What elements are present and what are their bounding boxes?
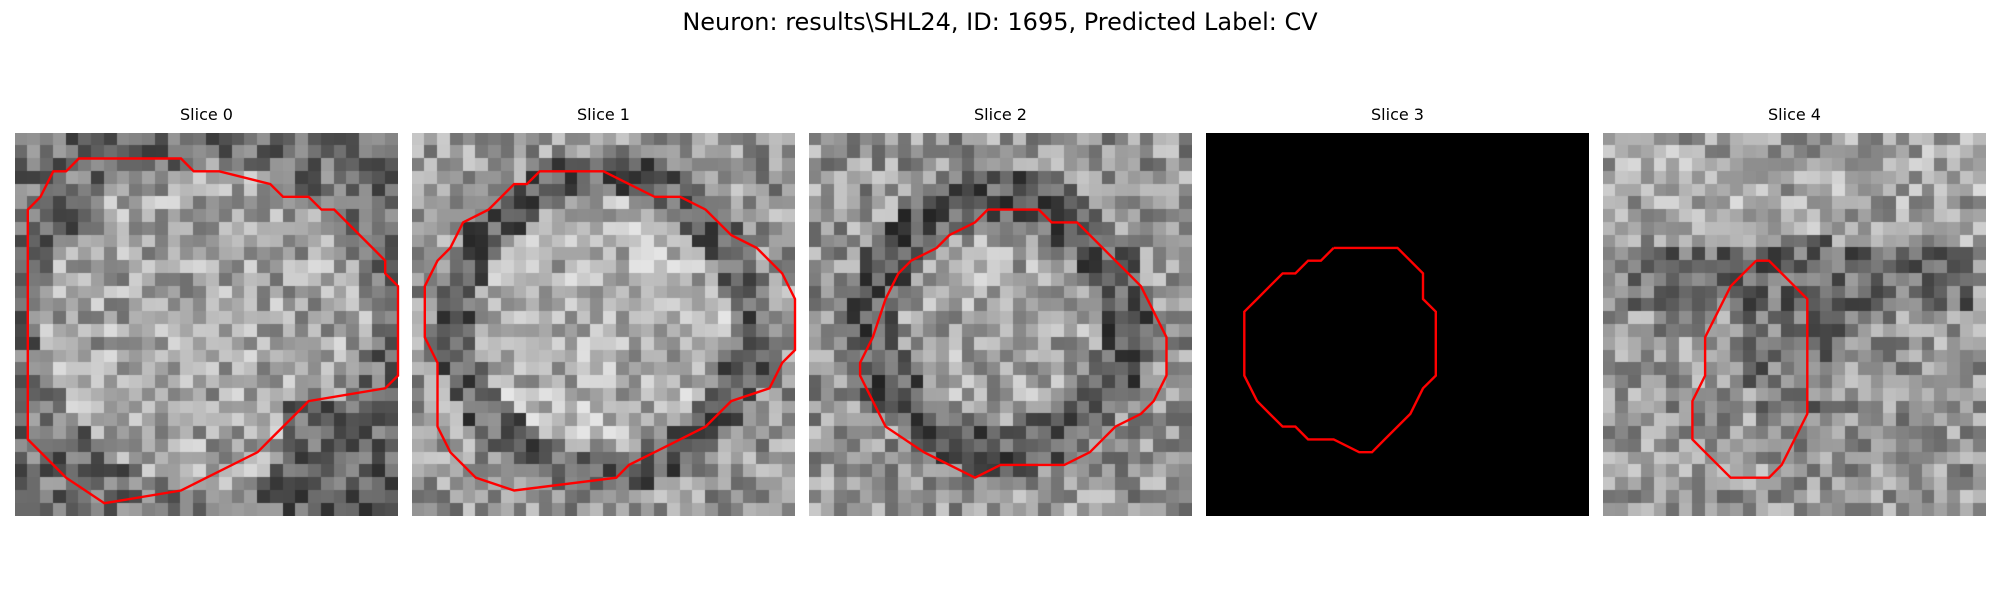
figure-title: Neuron: results\SHL24, ID: 1695, Predict…: [682, 8, 1318, 36]
contour-line: [423, 170, 797, 492]
slice-panel-2: Slice 2: [809, 105, 1192, 525]
slice-contour-0: [26, 157, 400, 505]
slice-panel-4: Slice 4: [1603, 105, 1986, 525]
slice-contour-2: [858, 208, 1168, 480]
slice-panel-0: Slice 0: [15, 105, 400, 525]
contour-line: [858, 208, 1168, 480]
slice-title-4: Slice 4: [1768, 105, 1821, 124]
slice-contour-1: [423, 170, 797, 492]
contour-line: [26, 157, 400, 505]
slice-title-1: Slice 1: [577, 105, 630, 124]
contour-line: [1243, 246, 1438, 454]
slice-image-1: [412, 133, 795, 516]
slice-title-0: Slice 0: [180, 105, 233, 124]
contour-line: [1691, 259, 1809, 479]
slice-contour-3: [1243, 246, 1438, 454]
slice-image-0: [15, 133, 398, 516]
slice-panel-3: Slice 3: [1206, 105, 1589, 525]
slice-image-3: [1206, 133, 1589, 516]
slice-title-3: Slice 3: [1371, 105, 1424, 124]
slice-contour-4: [1691, 259, 1809, 479]
slice-image-4: [1603, 133, 1986, 516]
slice-panel-1: Slice 1: [412, 105, 797, 525]
slice-title-2: Slice 2: [974, 105, 1027, 124]
slice-image-2: [809, 133, 1192, 516]
